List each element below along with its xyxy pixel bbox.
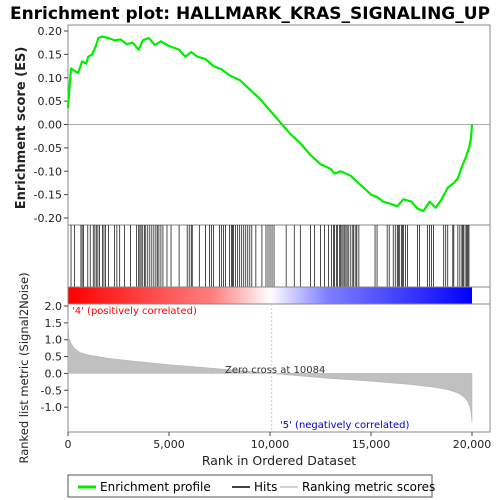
legend-metric-label: Ranking metric scores xyxy=(302,480,435,494)
positive-correlation-label: '4' (positively correlated) xyxy=(72,306,197,317)
x-tick-label: 5,000 xyxy=(153,438,185,451)
metric-tick-label: 1.0 xyxy=(45,334,63,347)
negative-correlation-label: '5' (negatively correlated) xyxy=(280,420,409,431)
rank-color-gradient xyxy=(68,287,472,304)
es-tick-label: 0.05 xyxy=(38,95,63,108)
zero-cross-label: Zero cross at 10084 xyxy=(225,365,325,376)
es-tick-label: 0.00 xyxy=(38,119,63,132)
metric-tick-label: -0.5 xyxy=(41,384,62,397)
es-y-axis: 0.20 0.15 0.10 0.05 0.00 -0.05 -0.10 -0.15 -0.20 xyxy=(34,25,68,225)
hits-panel xyxy=(67,224,491,288)
es-y-axis-label: Enrichment score (ES) xyxy=(14,47,29,210)
es-tick-label: -0.10 xyxy=(34,165,62,178)
chart-title: Enrichment plot: HALLMARK_KRAS_SIGNALING… xyxy=(10,4,490,24)
x-tick-label: 20,000 xyxy=(453,438,492,451)
metric-tick-label: 0.5 xyxy=(45,351,63,364)
es-tick-label: 0.10 xyxy=(38,72,63,85)
enrichment-profile-line xyxy=(66,35,474,213)
x-tick-label: 0 xyxy=(65,438,72,451)
metric-tick-label: 1.5 xyxy=(45,317,63,330)
metric-y-axis: 2.0 1.5 1.0 0.5 0.0 -0.5 -1.0 xyxy=(41,300,68,414)
x-tick-label: 15,000 xyxy=(352,438,391,451)
ranking-metric-area xyxy=(67,319,473,423)
es-tick-label: 0.20 xyxy=(38,25,63,38)
hits-panel-frame xyxy=(67,224,491,288)
legend: Enrichment profile Hits Ranking metric s… xyxy=(67,474,435,498)
es-tick-label: -0.20 xyxy=(34,212,62,225)
x-tick-label: 10,000 xyxy=(251,438,290,451)
x-axis-label: Rank in Ordered Dataset xyxy=(202,453,356,468)
es-tick-label: 0.15 xyxy=(38,48,63,61)
es-tick-label: -0.15 xyxy=(34,189,62,202)
metric-tick-label: -1.0 xyxy=(41,401,62,414)
metric-tick-label: 2.0 xyxy=(45,300,63,313)
metric-tick-label: 0.0 xyxy=(45,367,63,380)
es-tick-label: -0.05 xyxy=(34,142,62,155)
legend-enrichment-label: Enrichment profile xyxy=(100,480,211,494)
metric-y-axis-label: Ranked list metric (Signal2Noise) xyxy=(17,272,31,463)
rank-color-band xyxy=(67,286,491,305)
x-axis: 0 5,000 10,000 15,000 20,000 xyxy=(65,432,492,451)
legend-hits-label: Hits xyxy=(254,480,277,494)
legend-frame xyxy=(67,474,433,498)
ranked-metric-panel: 2.0 1.5 1.0 0.5 0.0 -0.5 -1.0 '4' (positively … xyxy=(17,272,491,464)
es-panel: 0.20 0.15 0.10 0.05 0.00 -0.05 -0.10 -0.15 -0.20… xyxy=(14,24,491,226)
hit-marks xyxy=(70,225,470,287)
